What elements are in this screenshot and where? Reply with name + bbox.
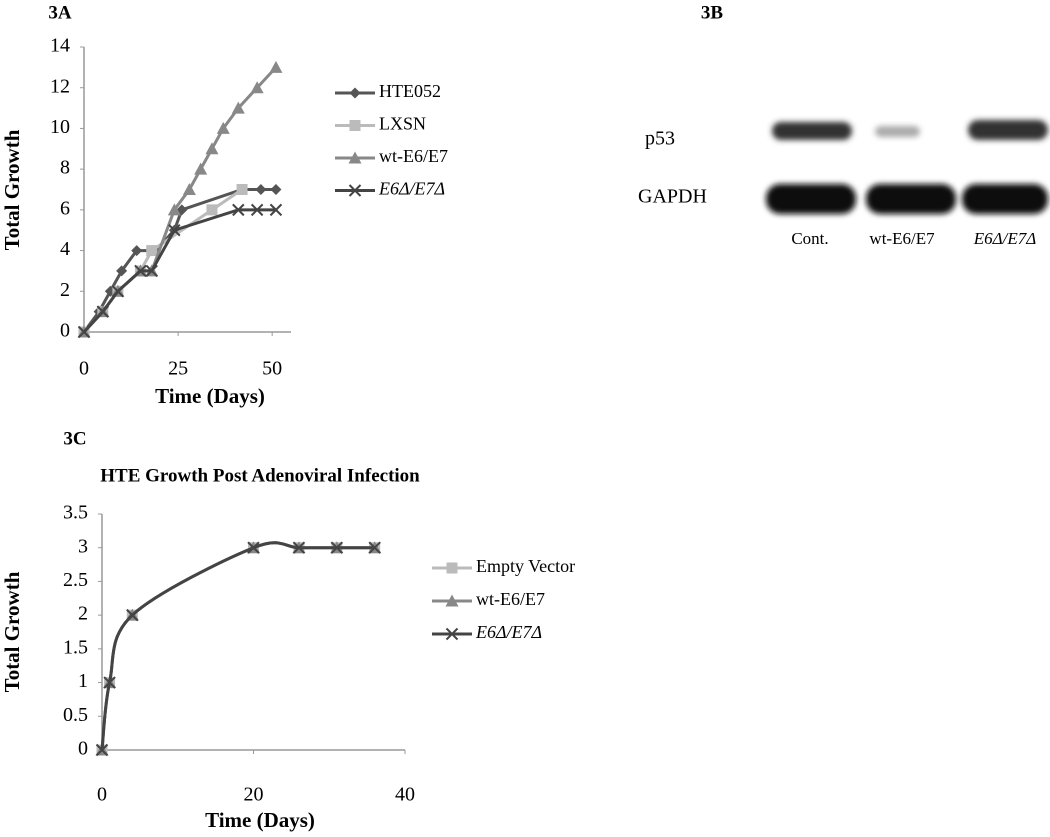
x-tick-label: 50: [262, 358, 282, 380]
y-tick-label: 10: [50, 116, 70, 138]
blot-row-label: p53: [645, 128, 675, 150]
legend-label: LXSN: [379, 114, 426, 134]
y-tick-label: 4: [60, 238, 70, 260]
x-tick-label: 20: [244, 784, 264, 806]
y-tick-label: 12: [50, 75, 70, 97]
marker: [96, 305, 110, 318]
marker: [111, 285, 125, 298]
marker: [103, 676, 116, 689]
series-line: [100, 541, 375, 751]
series-line: [82, 208, 276, 334]
legend-marker: [349, 120, 361, 131]
marker: [182, 183, 196, 195]
marker: [167, 203, 181, 216]
marker: [168, 224, 181, 237]
y-tick-label: 0: [60, 320, 70, 342]
marker: [368, 541, 381, 554]
x-axis-title: Time (Days): [205, 808, 315, 832]
legend-label: wt-E6/E7: [476, 589, 545, 609]
marker: [216, 121, 230, 134]
y-tick-label: 14: [50, 35, 70, 57]
marker: [269, 203, 283, 217]
band: [866, 184, 956, 214]
y-tick-label: 8: [60, 157, 70, 179]
panel-label: 3C: [63, 428, 86, 449]
marker: [330, 541, 344, 554]
western-blot: p53 GAPDH Cont. wt-E6/E7 E6Δ/E7Δ: [638, 120, 1048, 248]
marker: [247, 541, 260, 554]
band: [772, 122, 852, 140]
marker: [206, 204, 218, 216]
legend-marker: [445, 594, 459, 607]
legend-marker: [445, 627, 459, 641]
marker: [236, 184, 248, 195]
blot-row-label: GAPDH: [638, 186, 707, 208]
marker: [77, 325, 91, 339]
y-tick-label: 1.5: [63, 636, 88, 658]
x-tick-label: 40: [395, 784, 415, 806]
x-axis-title: Time (Days): [155, 384, 265, 408]
y-axis-title: Total Growth: [0, 129, 24, 250]
marker: [131, 245, 143, 257]
marker: [145, 264, 158, 278]
series-line: [100, 541, 375, 751]
marker: [146, 245, 158, 257]
y-tick-label: 6: [60, 197, 70, 219]
marker: [292, 541, 306, 554]
band: [766, 184, 856, 214]
y-tick-label: 2: [60, 279, 70, 301]
marker: [250, 203, 264, 217]
legend-label: HTE052: [379, 81, 441, 101]
legend-label: Empty Vector: [476, 556, 575, 576]
legend-marker: [348, 151, 362, 164]
y-axis-title: Total Growth: [0, 571, 24, 692]
legend-marker: [446, 562, 458, 574]
y-tick-label: 3.5: [63, 502, 88, 524]
band: [968, 120, 1048, 140]
marker: [232, 203, 245, 217]
marker: [95, 743, 109, 757]
y-tick-label: 2.5: [63, 569, 88, 591]
legend-marker: [348, 184, 362, 197]
y-tick-label: 0: [78, 738, 88, 760]
legend-label: E6Δ/E7Δ: [475, 622, 542, 642]
marker: [255, 184, 267, 195]
marker: [231, 101, 245, 114]
marker: [134, 264, 147, 278]
legend-label: wt-E6/E7: [379, 146, 448, 166]
marker: [270, 184, 282, 195]
marker: [250, 81, 264, 94]
y-tick-label: 3: [78, 535, 88, 557]
blot-lane-label: wt-E6/E7: [869, 229, 935, 248]
blot-lane-label: Cont.: [791, 229, 828, 248]
panel-label: 3A: [48, 2, 72, 23]
legend-marker: [349, 87, 361, 99]
x-tick-label: 0: [79, 358, 89, 380]
x-tick-label: 25: [168, 358, 188, 380]
blot-lane-label: E6Δ/E7Δ: [973, 229, 1036, 248]
panel-label: 3B: [701, 2, 724, 23]
marker: [116, 265, 128, 277]
marker: [269, 60, 283, 73]
legend-label: E6Δ/E7Δ: [378, 179, 445, 199]
y-tick-label: 1: [78, 670, 88, 692]
y-tick-label: 0.5: [63, 704, 88, 726]
y-tick-label: 2: [78, 603, 88, 625]
marker: [194, 162, 208, 175]
band: [875, 126, 920, 137]
marker: [126, 608, 139, 622]
x-tick-label: 0: [97, 784, 107, 806]
marker: [205, 142, 219, 155]
band: [962, 184, 1048, 214]
series-line: [100, 541, 375, 751]
chart-title: HTE Growth Post Adenoviral Infection: [100, 465, 420, 486]
